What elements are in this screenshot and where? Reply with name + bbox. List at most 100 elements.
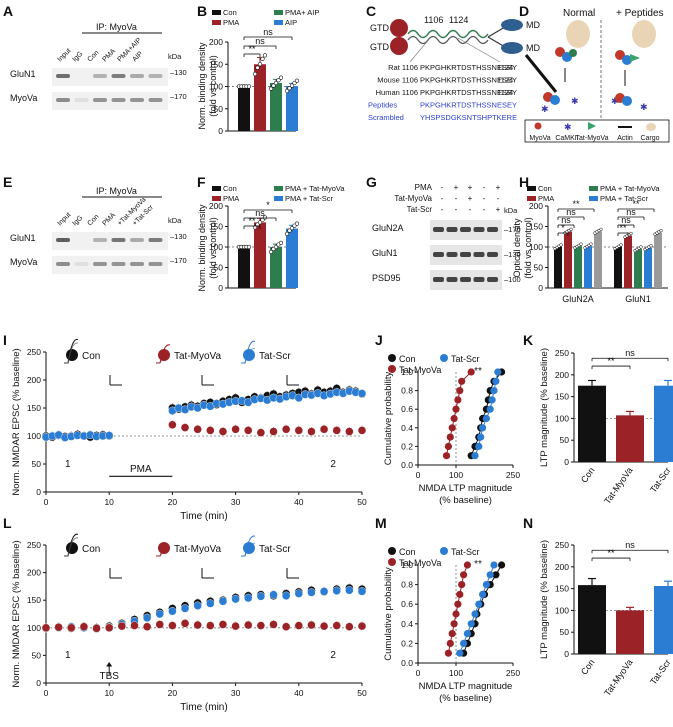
panel-L-data-point xyxy=(244,620,253,630)
panel-M-data-point xyxy=(482,581,490,589)
panel-M-series-line xyxy=(463,564,503,654)
panel-letter-A: A xyxy=(3,3,13,19)
panel-letter-J: J xyxy=(375,332,383,348)
panel-I-y-tick-label: 200 xyxy=(27,375,41,385)
panel-I-x-tick-label: 40 xyxy=(294,497,304,507)
panel-H-legend-swatch xyxy=(527,196,536,201)
panel-G-band xyxy=(433,277,444,282)
panel-H-y-tick-label: 50 xyxy=(534,263,544,273)
panel-L-x-tick-label: 20 xyxy=(168,688,178,698)
panel-J-series-line xyxy=(470,371,502,456)
panel-G-band xyxy=(433,227,444,232)
panel-M-data-point xyxy=(456,649,464,657)
panel-M-series-line xyxy=(447,564,468,654)
panel-H-dot xyxy=(599,227,603,232)
sequence-row-seq: PKPGHKRTDSTHSSNESEY xyxy=(420,76,517,85)
panel-L-trace xyxy=(156,548,171,557)
panel-H-dot xyxy=(639,245,643,249)
panel-H-bar xyxy=(644,247,652,288)
panel-K-category-label: Con xyxy=(579,465,597,484)
blot-A-band xyxy=(111,74,126,78)
blot-E-lane-label: Con xyxy=(86,213,100,227)
md-label-top: MD xyxy=(526,20,540,30)
panel-M-data-point xyxy=(452,610,460,618)
panel-I-data-point xyxy=(218,427,228,436)
panel-M-xlabel2: (% baseline) xyxy=(439,693,492,704)
panel-J-xlabel2: (% baseline) xyxy=(439,495,492,506)
panel-B-dot xyxy=(246,84,252,89)
tat-myova-glyph xyxy=(630,54,640,62)
panel-B-legend-swatch xyxy=(274,20,283,25)
panel-I-legend-label: Con xyxy=(82,351,100,362)
blot-A-band xyxy=(93,98,107,102)
panel-F-ylabel: Norm. binding density xyxy=(197,204,207,292)
panel-G-band xyxy=(487,277,498,282)
panel-L-xlabel: Time (min) xyxy=(180,702,227,713)
md-domain-top xyxy=(501,19,523,31)
panel-H-bar xyxy=(634,249,642,288)
panel-L-legend-dot xyxy=(158,542,170,554)
panel-M-y-tick-label: 0.4 xyxy=(401,619,413,629)
blot-E-band xyxy=(130,262,144,266)
panel-G-sign: - xyxy=(483,194,486,203)
panel-I-xlabel: Time (min) xyxy=(180,511,227,522)
blot-E-lane-label: Input xyxy=(56,211,72,227)
panel-G-band xyxy=(473,252,485,257)
panel-F-legend-label: PMA xyxy=(223,194,239,203)
panel-I-data-point xyxy=(357,389,367,398)
panel-K-bar xyxy=(654,385,673,462)
panel-M-y-tick-label: 0.0 xyxy=(401,658,413,668)
panel-L-data-point xyxy=(307,620,316,630)
panel-M-data-point xyxy=(460,571,468,579)
panel-K-bar xyxy=(578,385,606,462)
panel-M-data-point xyxy=(454,600,462,608)
panel-G-band xyxy=(473,227,485,232)
panel-M-data-point xyxy=(444,649,452,657)
panel-G-band xyxy=(460,227,471,232)
panel-J-data-point xyxy=(456,387,464,395)
blot-E-ip-title: IP: MyoVa xyxy=(96,186,137,196)
panel-I-ylabel: Norm. NMDAR EPSC (% baseline) xyxy=(11,348,22,495)
panel-L-marker-2: 2 xyxy=(330,650,336,661)
panel-B-dot xyxy=(278,75,284,80)
panel-J-data-point xyxy=(486,405,494,413)
panel-H-legend-label: PMA + Tat-Scr xyxy=(600,194,649,203)
panel-I-marker-2: 2 xyxy=(330,459,336,470)
panel-letter-M: M xyxy=(375,515,387,531)
panel-J-data-point xyxy=(450,414,458,423)
panel-I-data-point xyxy=(357,426,367,435)
panel-I-y-tick-label: 250 xyxy=(27,347,41,357)
panel-F-legend-swatch xyxy=(212,186,221,191)
panel-M-legend-label: Con xyxy=(399,547,416,557)
blot-A-lane-label: AIP xyxy=(131,50,144,63)
panel-L-data-point xyxy=(357,587,367,596)
blot-E-band xyxy=(56,262,70,266)
panel-I-x-tick-label: 50 xyxy=(357,497,367,507)
panel-J-data-point xyxy=(442,452,451,460)
blot-A-blot-bg xyxy=(52,68,168,86)
blot-A-band xyxy=(56,98,70,102)
panel-N-bar xyxy=(616,610,644,654)
panel-M-sig-label: ** xyxy=(474,559,482,570)
panel-letter-G: G xyxy=(366,174,377,190)
panel-L-data-point xyxy=(142,613,152,623)
schematic-normal-label: Normal xyxy=(563,8,595,19)
blot-E-blot-bg xyxy=(52,256,168,274)
panel-M-data-point xyxy=(490,561,498,569)
panel-G-sign: - xyxy=(441,183,444,192)
panel-G-marker: –100 xyxy=(504,275,521,284)
panel-letter-H: H xyxy=(519,174,529,190)
panel-L-x-tick-label: 10 xyxy=(104,688,114,698)
schematic-legend-label: Cargo xyxy=(640,135,659,142)
panel-G-marker: –130 xyxy=(504,250,521,259)
panel-N-ylabel: LTP magnitude (% baseline) xyxy=(539,540,550,659)
panel-J-x-tick-label: 250 xyxy=(506,470,520,480)
panel-G-band xyxy=(446,277,458,282)
panel-F-sig-label: ns xyxy=(255,208,265,218)
panel-B-ylabel: Norm. binding density xyxy=(197,42,207,130)
panel-H-bar xyxy=(654,232,662,288)
panel-G-kda: kDa xyxy=(504,206,518,215)
sequence-row-seq: PKPGHKRTDSTHSSNESEY xyxy=(420,88,517,97)
blot-E-lane-label: PMA xyxy=(101,212,117,228)
